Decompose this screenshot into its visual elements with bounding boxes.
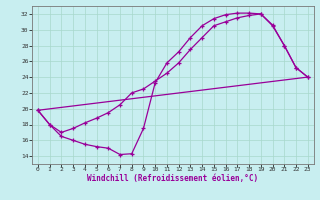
X-axis label: Windchill (Refroidissement éolien,°C): Windchill (Refroidissement éolien,°C) — [87, 174, 258, 183]
